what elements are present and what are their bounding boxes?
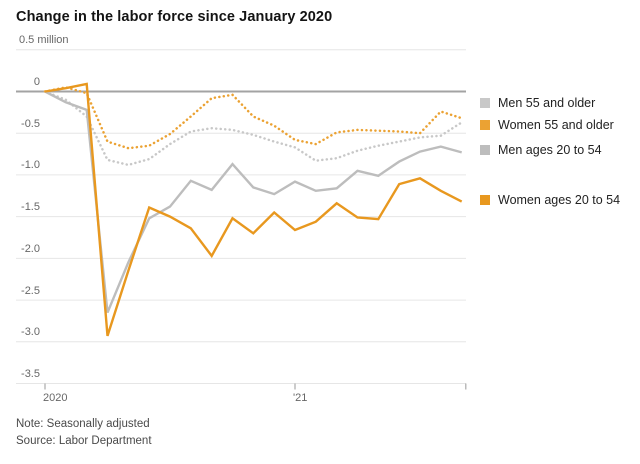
legend-label-men-20-54: Men ages 20 to 54 [498, 143, 602, 157]
legend-item-men-55-and-older: Men 55 and older [480, 95, 595, 111]
series-line-women-55-and-older [43, 86, 463, 150]
legend-swatch-women-20-54-icon [480, 195, 490, 205]
y-axis-tick-label: -1.0 [21, 159, 40, 172]
legend-swatch-men-20-54-icon [480, 145, 490, 155]
legend-label-men-55: Men 55 and older [498, 96, 596, 110]
y-axis-tick-label: -2.0 [21, 242, 40, 255]
chart-title: Change in the labor force since January … [16, 9, 333, 25]
legend-swatch-men-55-icon [480, 98, 490, 108]
legend-item-women-20-to-54: Women ages 20 to 54 [480, 192, 620, 208]
y-axis-tick-label: -1.5 [21, 201, 40, 214]
legend-label-women-20-54: Women ages 20 to 54 [498, 193, 621, 207]
legend-label-women-55: Women 55 and older [498, 118, 614, 132]
source-text: Source: Labor Department [16, 435, 152, 447]
series-line-men-55-and-older [43, 90, 463, 167]
y-axis-tick-label: -3.0 [21, 326, 40, 339]
x-axis-tick-label: '21 [293, 392, 308, 404]
x-axis-tick-label: 2020 [43, 392, 68, 404]
y-axis-tick-label: -3.5 [21, 368, 40, 380]
y-axis-tick-label: 0 [33, 76, 40, 88]
legend-item-women-55-and-older: Women 55 and older [480, 117, 614, 133]
y-axis-tick-label: -2.5 [21, 284, 40, 297]
note-text: Note: Seasonally adjusted [16, 418, 150, 430]
legend-swatch-women-55-icon [480, 120, 490, 130]
series-line-women-ages-20-to-54 [44, 82, 463, 337]
y-axis-tick-label: -0.5 [21, 117, 40, 130]
series-line-men-ages-20-to-54 [44, 90, 463, 314]
y-axis-tick-label: 0.5 million [19, 34, 69, 47]
legend-item-men-20-to-54: Men ages 20 to 54 [480, 142, 602, 158]
